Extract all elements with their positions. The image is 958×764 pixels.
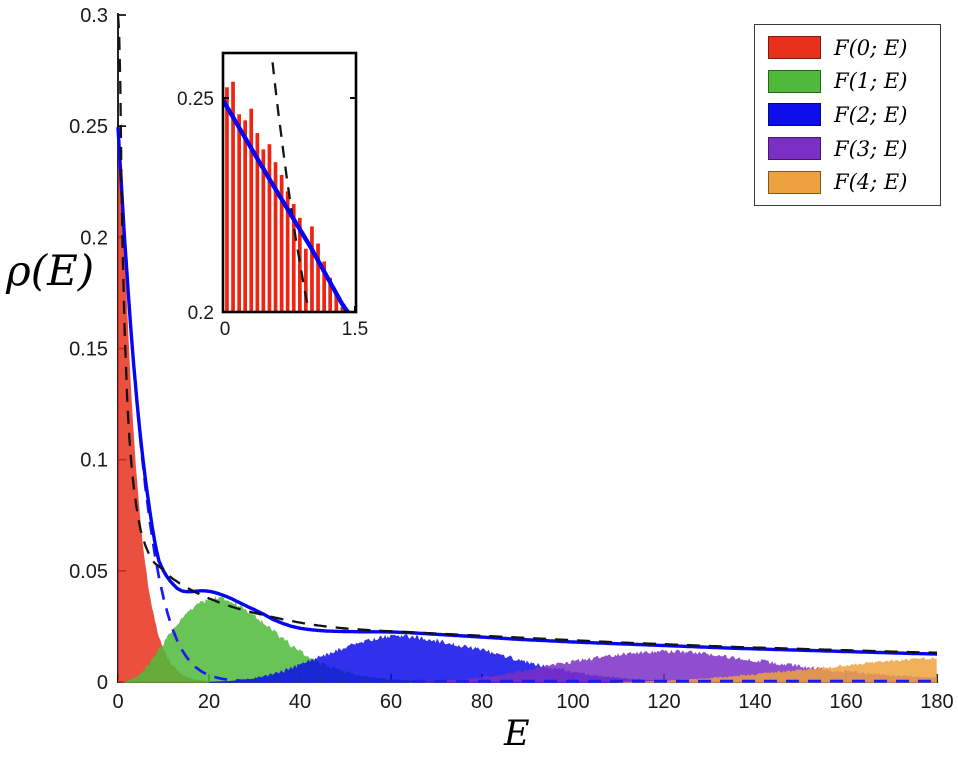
inset-chart: 0.2 0.25 0 1.5 [177,51,368,340]
inset-histogram-bar [273,162,278,312]
inset-histogram-bar [231,81,235,312]
main-tick-marks: 0 20 40 60 80 100 120 140 160 18000.050.10.150.20… [69,5,954,713]
chart-legend: F(0; E) F(1; E) F(2; E) F(3; E) F(4; E) [754,24,941,206]
x-tick-label: 140 [738,691,771,713]
x-tick-label: 20 [198,691,220,713]
legend-item-f2: F(2; E) [768,100,930,130]
inset-histogram-bar [328,277,332,312]
inset-histogram-bar [291,204,296,312]
inset-histogram-bar [261,149,266,312]
inset-y-tick-label: 0.25 [177,89,214,110]
legend-item-f3: F(3; E) [768,134,930,164]
x-tick-label: 0 [112,691,123,713]
legend-label-f1: F(1; E) [834,69,908,94]
area-F2E [209,634,755,683]
y-tick-label: 0.3 [80,5,108,27]
inset-histogram-bar [279,175,284,312]
legend-item-f4: F(4; E) [768,167,930,197]
solid-blue-total-density [116,127,937,656]
inset-histogram-bar [298,217,302,312]
y-tick-label: 0.15 [69,339,108,361]
inset-solid-blue-total-density [223,98,351,312]
legend-item-f0: F(0; E) [768,33,930,63]
component-areas [118,127,937,683]
x-axis-label: E [504,714,530,754]
inset-histogram-bar [267,144,272,312]
legend-swatch-f0 [768,36,821,60]
y-tick-label: 0.2 [80,227,108,249]
area-F1E [122,596,464,683]
inset-y-tick-label: 0.2 [188,303,214,324]
inset-histogram-bar [316,243,320,312]
legend-item-f1: F(1; E) [768,66,930,96]
y-tick-label: 0.1 [80,450,108,472]
inset-histogram-bar [334,294,339,312]
legend-swatch-f1 [768,69,821,93]
black-dashed-approximation [116,14,938,654]
legend-swatch-f2 [768,103,821,127]
inset-x-tick-label: 1.5 [342,319,368,340]
legend-label-f2: F(2; E) [834,102,908,127]
inset-histogram-bar [340,306,345,312]
inset-histogram-bar [225,87,229,312]
inset-histogram-bar [322,261,326,312]
legend-label-f4: F(4; E) [834,170,908,195]
x-tick-label: 120 [647,691,680,713]
x-tick-label: 100 [556,691,589,713]
blue-dashed-component [116,127,937,683]
inset-border [221,51,358,314]
legend-swatch-f3 [768,137,821,161]
x-tick-label: 60 [380,691,402,713]
legend-label-f0: F(0; E) [834,35,908,60]
inset-histogram-bar [255,133,260,312]
y-tick-label: 0.05 [69,561,108,583]
inset-histogram-bar [249,108,254,312]
x-tick-label: 40 [289,691,311,713]
x-tick-label: 80 [471,691,493,713]
y-tick-label: 0.25 [69,116,108,138]
inset-histogram-bar [237,114,241,312]
x-tick-label: 180 [920,691,953,713]
inset-histogram-bar [304,248,308,312]
x-tick-label: 160 [829,691,862,713]
inset-histogram-bar [243,120,247,312]
legend-swatch-f4 [768,170,821,194]
area-F4E [618,657,937,683]
inset-black-dashed-approximation [270,53,311,312]
legend-label-f3: F(3; E) [834,136,908,161]
inset-x-tick-label: 0 [220,319,231,340]
y-axis-label: ρ(E) [6,246,95,295]
area-F0E [118,127,228,683]
inset-histogram-bar [310,226,314,312]
y-tick-label: 0 [97,672,108,694]
inset-histogram-bar [285,191,290,312]
